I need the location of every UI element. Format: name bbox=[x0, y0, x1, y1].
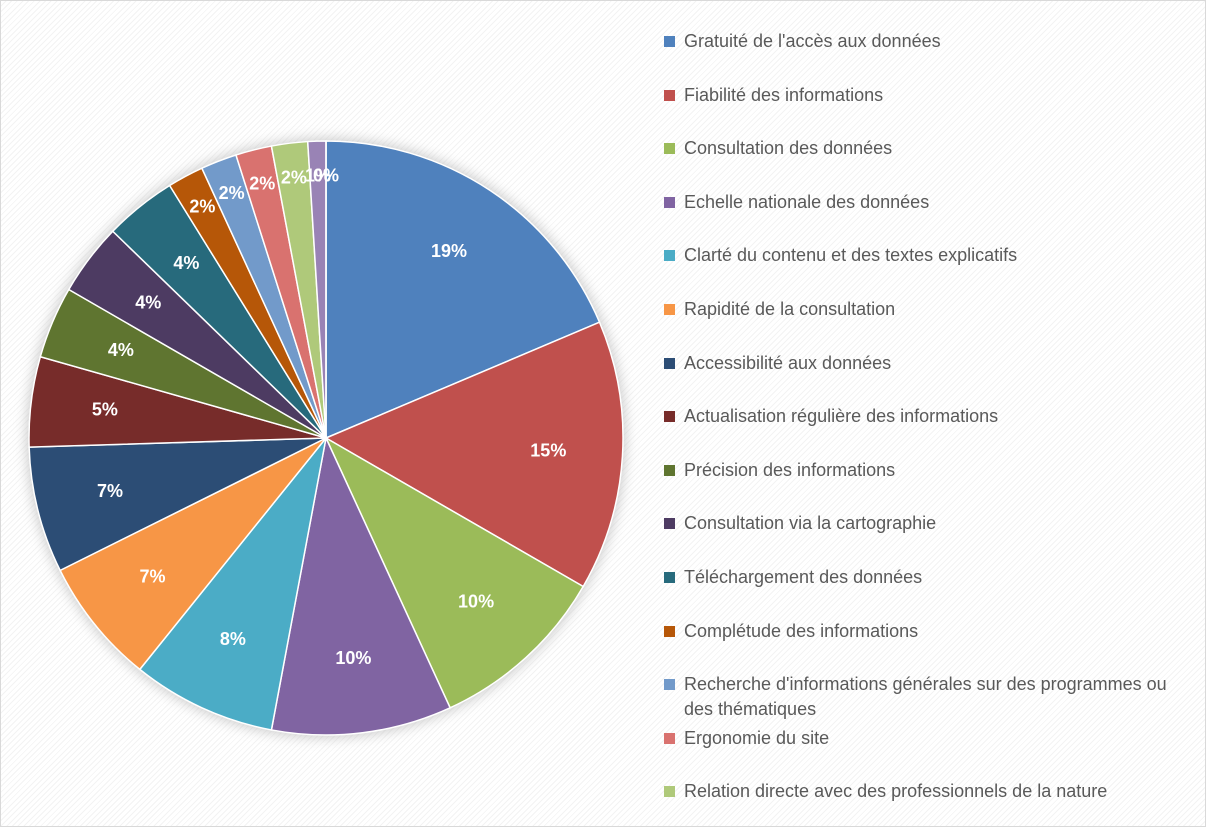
legend-label: Ergonomie du site bbox=[684, 727, 830, 748]
pie-area: 19%15%10%10%8%7%7%5%4%4%4%2%2% 2% 2%1%0% bbox=[26, 138, 626, 738]
data-label: 10% bbox=[335, 648, 371, 668]
legend-item: Téléchargement des données bbox=[664, 565, 1194, 590]
legend-item: Accessibilité aux données bbox=[664, 351, 1194, 376]
legend-swatch bbox=[664, 143, 675, 155]
legend-swatch bbox=[664, 518, 675, 530]
legend-swatch bbox=[664, 786, 675, 798]
pie-slice bbox=[324, 321, 624, 588]
legend-item: Rapidité de la consultation bbox=[664, 297, 1194, 322]
legend-item: Gratuité de l'accès aux données bbox=[664, 29, 1194, 54]
legend-swatch bbox=[664, 464, 675, 476]
legend-label: Clarté du contenu et des textes explicat… bbox=[684, 245, 1018, 266]
data-label: 4% bbox=[108, 340, 134, 360]
legend-label: Complétude des informations bbox=[684, 620, 919, 641]
legend-item: Relation directe avec des professionnels… bbox=[664, 779, 1194, 804]
pie-slice bbox=[59, 437, 327, 671]
pie-slice bbox=[324, 436, 585, 709]
legend-swatch bbox=[664, 250, 675, 262]
pie-slice bbox=[325, 140, 601, 440]
pie-slice bbox=[270, 435, 452, 736]
legend-swatch bbox=[664, 36, 675, 47]
legend-item: Précision des informations bbox=[664, 458, 1194, 483]
legend-label: Accessibilité aux données bbox=[684, 352, 892, 373]
data-label: 19% bbox=[431, 241, 467, 261]
legend-item: Clarté du contenu et des textes explicat… bbox=[664, 243, 1194, 268]
legend-item: Echelle nationale des données bbox=[664, 190, 1194, 215]
legend-label: Téléchargement des données bbox=[684, 567, 923, 587]
data-label: 5% bbox=[92, 399, 118, 419]
legend-swatch bbox=[664, 304, 675, 315]
legend-label: Rapidité de la consultation bbox=[684, 299, 896, 319]
legend-label: Echelle nationale des données bbox=[684, 191, 930, 212]
legend-swatch bbox=[664, 572, 675, 583]
legend-label: Précision des informations bbox=[684, 459, 896, 480]
legend-label: Consultation via la cartographie bbox=[684, 513, 937, 534]
data-label: 0% bbox=[313, 165, 339, 185]
legend-item: Consultation des données bbox=[664, 136, 1194, 161]
data-label: 10% bbox=[458, 591, 494, 611]
legend-label: Consultation des données bbox=[684, 138, 893, 159]
legend-label: Actualisation régulière des informations bbox=[684, 406, 999, 427]
data-label: 7% bbox=[97, 481, 123, 501]
legend-item: Recherche d'informations générales sur d… bbox=[664, 672, 1194, 722]
data-label: 15% bbox=[530, 440, 566, 460]
legend-item: Consultation via la cartographie bbox=[664, 511, 1194, 536]
data-label: 7% bbox=[139, 566, 165, 586]
legend-label: Fiabilité des informations bbox=[684, 84, 884, 105]
data-label: 2% bbox=[281, 167, 307, 187]
legend-item: Complétude des informations bbox=[664, 619, 1194, 644]
data-label: 4% bbox=[173, 253, 199, 273]
legend-label: Relation directe avec des professionnels… bbox=[684, 781, 1108, 802]
legend-swatch bbox=[664, 625, 675, 637]
data-label: 4% bbox=[135, 293, 161, 313]
legend-swatch bbox=[664, 679, 675, 691]
legend-item: Fiabilité des informations bbox=[664, 83, 1194, 108]
data-label: 8% bbox=[220, 629, 246, 649]
data-label: 2% bbox=[249, 173, 275, 193]
legend-swatch bbox=[664, 196, 675, 208]
legend-item: Ergonomie du site bbox=[664, 726, 1194, 751]
legend-label: Gratuité de l'accès aux données bbox=[684, 31, 941, 51]
legend-swatch bbox=[664, 89, 675, 101]
legend-label: Recherche d'informations générales sur d… bbox=[684, 674, 1167, 720]
data-label: 2% bbox=[189, 196, 215, 216]
pie-slice bbox=[138, 437, 327, 731]
data-label: 2% bbox=[219, 183, 245, 203]
legend-swatch bbox=[664, 411, 675, 423]
legend-item: Actualisation régulière des informations bbox=[664, 404, 1194, 429]
legend-swatch bbox=[664, 357, 675, 369]
data-label: 1% bbox=[305, 166, 331, 186]
legend-swatch bbox=[664, 732, 675, 744]
pie-slice bbox=[28, 437, 327, 572]
